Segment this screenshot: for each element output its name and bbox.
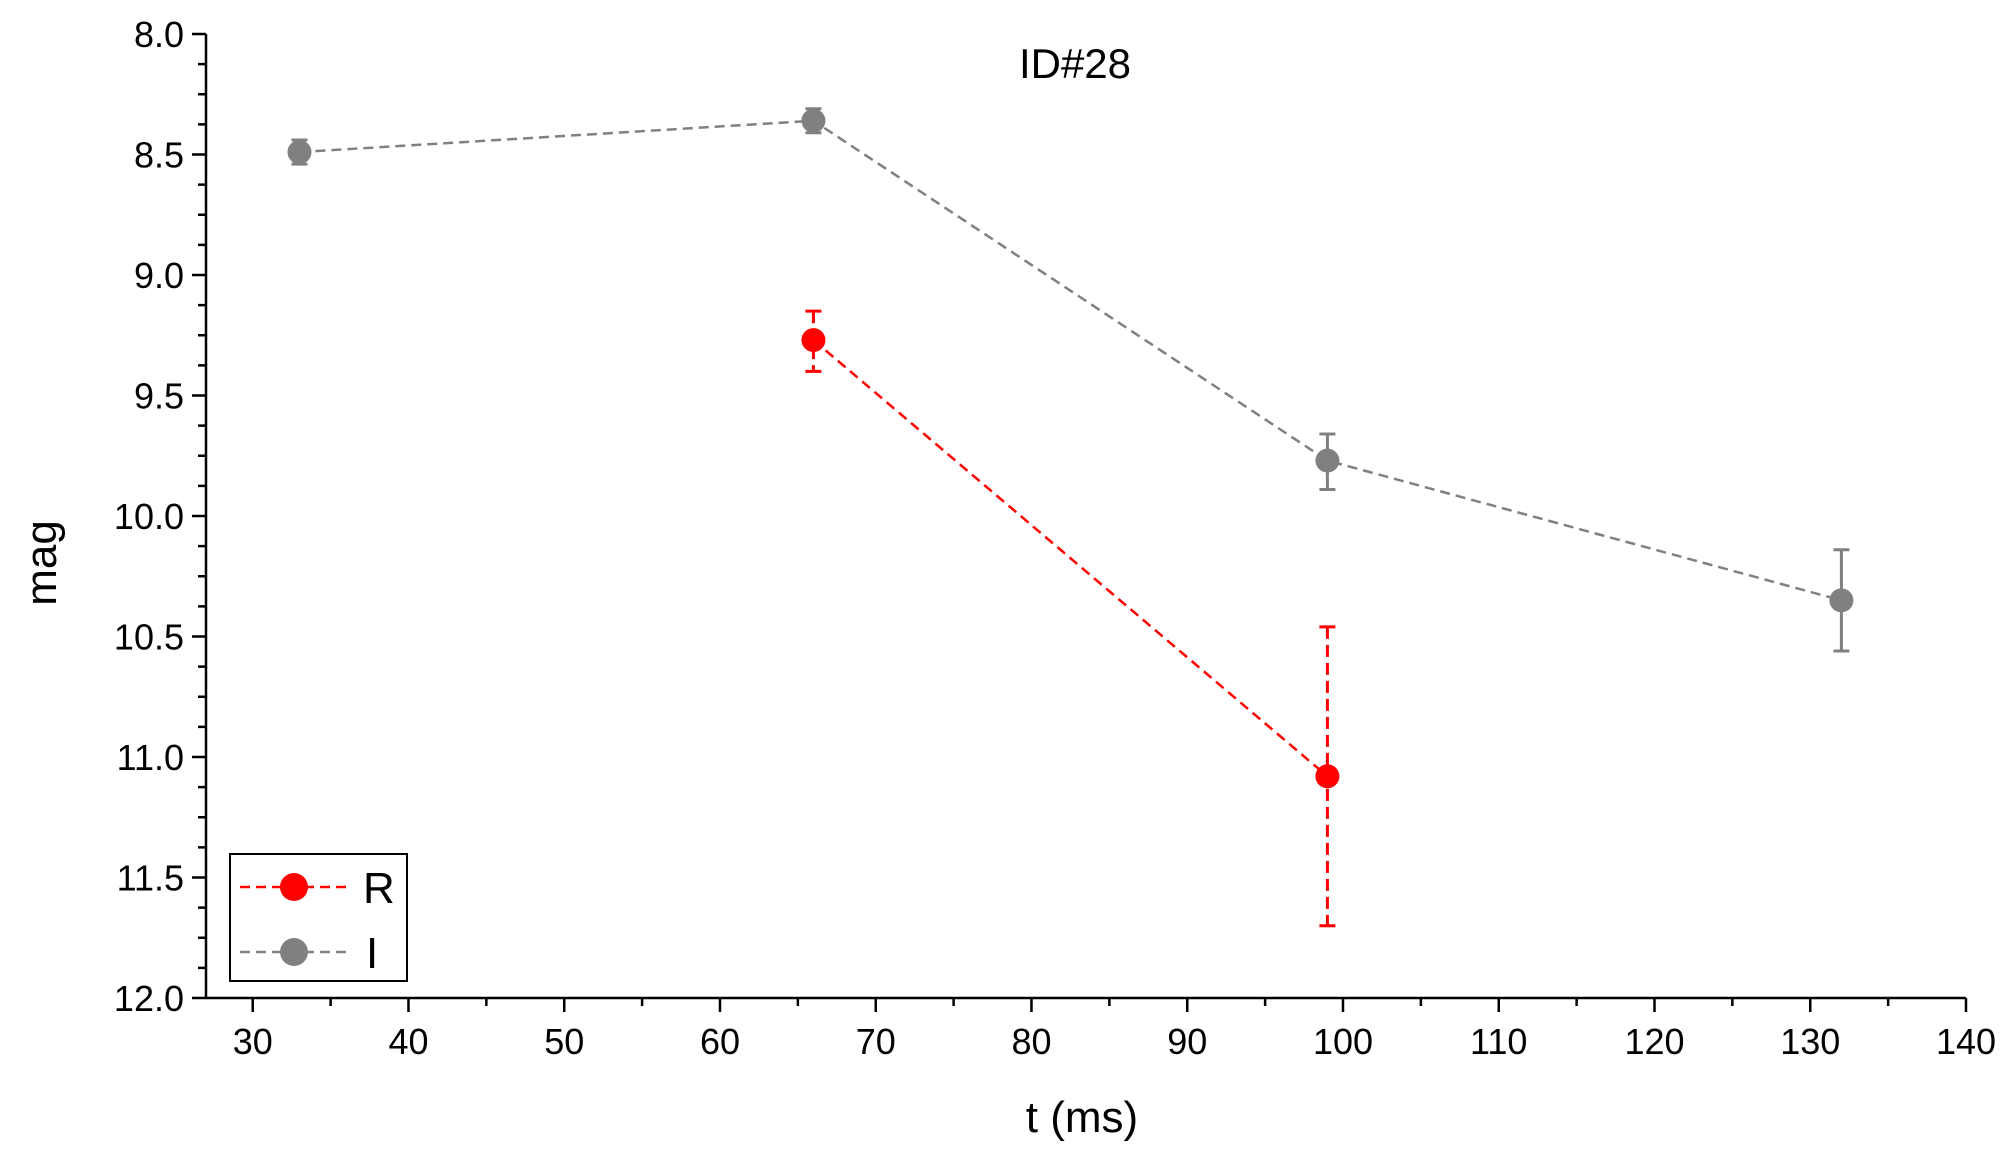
series-r [801,309,1340,928]
chart-title: ID#28 [1019,40,1131,87]
y-axis-title: mag [17,520,66,606]
ticks: 30 40 50 60 70 80 90 100 110 120 130 140 8.0 8.5 9.0 9.… [114,14,1996,1062]
y-tick-label: 8.0 [134,14,184,55]
legend-label-r: R [363,864,395,913]
x-tick-label: 50 [544,1021,584,1062]
x-tick-label: 110 [1470,1021,1527,1062]
x-axis-title: t (ms) [1026,1093,1138,1142]
data-point-r [1315,764,1340,789]
x-tick-label: 90 [1167,1021,1207,1062]
legend-marker-i [280,938,308,966]
x-tick-label: 70 [856,1021,896,1062]
y-tick-label: 10.5 [114,617,184,658]
x-tick-label: 60 [700,1021,740,1062]
x-tick-label: 130 [1780,1021,1840,1062]
series-line-r [812,339,1329,778]
data-point-i [1829,588,1854,613]
legend-label-i: I [366,929,378,978]
x-tick-label: 30 [233,1021,273,1062]
x-tick-label: 120 [1624,1021,1684,1062]
y-tick-label: 9.0 [134,255,184,296]
x-tick-label: 140 [1936,1021,1996,1062]
series-i [287,107,1854,653]
series-line-i [299,119,1842,602]
legend-marker-r [280,873,308,901]
series-layer [287,107,1854,928]
legend-box [229,853,408,982]
legend: R I [229,853,408,982]
data-point-i [1315,448,1340,473]
y-tick-label: 8.5 [134,135,184,176]
data-point-i [287,140,312,165]
y-tick-label: 12.0 [114,978,184,1019]
y-tick-label: 10.0 [114,496,184,537]
data-point-i [801,108,826,133]
x-tick-label: 100 [1313,1021,1373,1062]
axes [204,34,1966,1000]
y-tick-label: 11.5 [117,858,184,899]
y-tick-label: 9.5 [134,376,184,417]
y-tick-label: 11.0 [117,737,184,778]
data-point-r [801,328,826,353]
x-tick-label: 40 [388,1021,428,1062]
x-tick-label: 80 [1011,1021,1051,1062]
